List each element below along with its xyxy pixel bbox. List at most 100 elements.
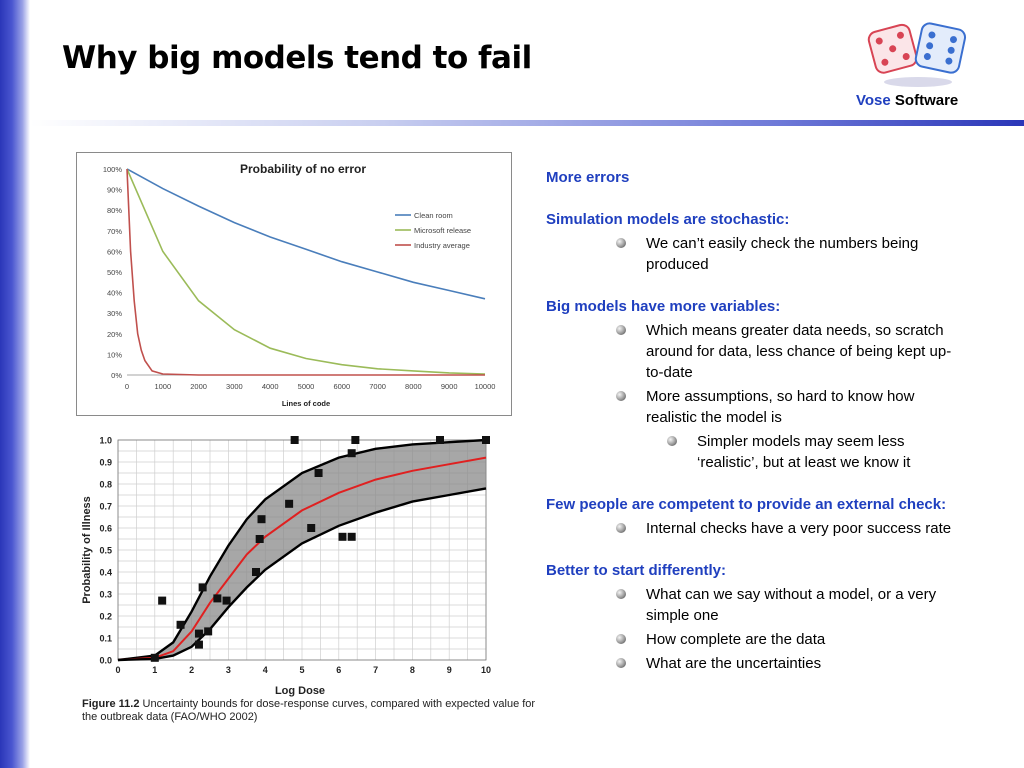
bullet-item: How complete are the data [546, 629, 956, 650]
bullet-item: What are the uncertainties [546, 653, 956, 674]
bullet-text: We can’t easily check the numbers being … [646, 235, 919, 273]
series-line-upper-bound [117, 438, 487, 662]
chart-title: Probability of no error [240, 162, 366, 176]
data-point [194, 629, 203, 638]
data-point [290, 436, 299, 444]
x-tick-label: 5 [299, 665, 304, 675]
series-line-microsoft-release [126, 168, 486, 375]
logo-wordmark: Vose Software [856, 92, 958, 109]
y-tick-label: 0.9 [99, 458, 112, 468]
data-point [213, 594, 222, 603]
y-tick-label: 30% [107, 309, 122, 318]
dice-logo-icon [867, 22, 967, 87]
data-point [176, 620, 185, 629]
x-tick-label: 9000 [441, 382, 458, 391]
x-tick-label: 4 [263, 665, 268, 675]
bullet-text: What are the uncertainties [646, 655, 822, 672]
y-tick-label: 0.3 [99, 590, 112, 600]
chart-1-svg: Probability of no error 0% 10% 20% 30% 40% 50%… [103, 162, 496, 408]
y-tick-label: 60% [107, 247, 122, 256]
y-tick-label: 90% [107, 186, 122, 195]
bullet-text: Internal checks have a very poor success… [646, 520, 952, 537]
figure-caption: Figure 11.2 Uncertainty bounds for dose-… [82, 698, 542, 724]
logo-word-software: Software [894, 92, 959, 109]
series-line-lower-bound [117, 487, 487, 662]
y-tick-label: 40% [107, 289, 122, 298]
heading-external-check: Few people are competent to provide an e… [546, 495, 956, 515]
heading-stochastic: Simulation models are stochastic: [546, 211, 790, 228]
data-point [338, 532, 347, 541]
y-tick-label: 70% [107, 227, 122, 236]
bullet-text: How complete are the data [646, 631, 826, 648]
y-tick-label: 0.0 [99, 656, 112, 666]
bullet-text: Which means greater data needs, so scrat… [646, 322, 952, 381]
data-point [314, 469, 323, 477]
bullet-icon [616, 634, 626, 644]
x-tick-label: 2 [189, 665, 194, 675]
bullet-icon [667, 436, 677, 446]
data-point [252, 568, 260, 576]
bullet-item: We can’t easily check the numbers being … [546, 233, 956, 275]
y-tick-label: 50% [107, 268, 122, 277]
data-point [347, 449, 356, 458]
data-point [198, 583, 207, 592]
logo-word-vose: Vose [856, 92, 891, 109]
series-line-expected [117, 456, 487, 661]
y-tick-label: 20% [107, 330, 122, 339]
caption-text: Uncertainty bounds for dose-response cur… [82, 698, 536, 723]
x-axis-title: Log Dose [275, 685, 325, 697]
x-tick-label: 1000 [154, 382, 171, 391]
sub-bullet-text: Simpler models may seem less ‘realistic’… [697, 433, 911, 471]
x-tick-label: 6 [336, 665, 341, 675]
x-tick-label: 2000 [190, 382, 207, 391]
x-tick-label: 10 [481, 665, 491, 675]
x-tick-label: 0 [115, 665, 120, 675]
bullet-icon [616, 523, 626, 533]
header-divider [30, 120, 1024, 126]
y-tick-label: 0.7 [99, 502, 112, 512]
bullet-item: More assumptions, so hard to know how re… [546, 386, 956, 428]
heading-more-variables: Big models have more variables: [546, 298, 781, 315]
bullet-text: What can we say without a model, or a ve… [646, 586, 937, 624]
data-point [255, 535, 264, 543]
x-tick-label: 9 [447, 665, 452, 675]
series-line-industry-average [126, 168, 485, 376]
y-tick-label: 1.0 [99, 436, 112, 446]
bullet-text: More assumptions, so hard to know how re… [646, 388, 915, 426]
sub-bullet-item: Simpler models may seem less ‘realistic’… [546, 431, 956, 473]
bullet-item: Which means greater data needs, so scrat… [546, 320, 956, 383]
x-tick-label: 8 [410, 665, 415, 675]
bullet-icon [616, 658, 626, 668]
bullet-content: More errors Simulation models are stocha… [546, 168, 956, 674]
data-point [194, 640, 203, 649]
data-point [307, 524, 316, 532]
legend-label: Microsoft release [414, 226, 471, 235]
data-point [222, 596, 231, 605]
x-tick-label: 7000 [369, 382, 386, 391]
data-point [257, 515, 266, 524]
chart-2-svg: 0.0 0.1 0.2 0.3 0.4 0.5 0.6 0.7 0.8 0.9 1.0 0 1 2 3 4 5 6… [81, 436, 491, 698]
heading-start-differently: Better to start differently: [546, 562, 727, 579]
x-axis-title: Lines of code [282, 399, 330, 408]
slide-left-accent-bar [0, 0, 30, 768]
y-tick-label: 0.4 [99, 568, 112, 578]
bullet-icon [616, 391, 626, 401]
chart-probability-no-error: Probability of no error 0% 10% 20% 30% 40% 50%… [76, 152, 512, 416]
x-tick-label: 10000 [475, 382, 496, 391]
bullet-item: What can we say without a model, or a ve… [546, 584, 956, 626]
bullet-item: Internal checks have a very poor success… [546, 518, 956, 539]
x-tick-label: 1 [152, 665, 157, 675]
x-tick-label: 4000 [262, 382, 279, 391]
x-tick-label: 3 [226, 665, 231, 675]
data-point [150, 653, 159, 662]
y-tick-label: 0.1 [99, 634, 112, 644]
heading-more-errors: More errors [546, 169, 630, 186]
uncertainty-band [118, 440, 486, 660]
caption-label: Figure 11.2 [82, 698, 140, 710]
bullet-icon [616, 325, 626, 335]
y-tick-label: 10% [107, 350, 122, 359]
data-point [158, 596, 167, 605]
heading-text: Few people are competent to provide an e… [546, 496, 947, 513]
plot-frame [117, 439, 487, 661]
y-axis-title: Probability of Illness [81, 496, 93, 604]
